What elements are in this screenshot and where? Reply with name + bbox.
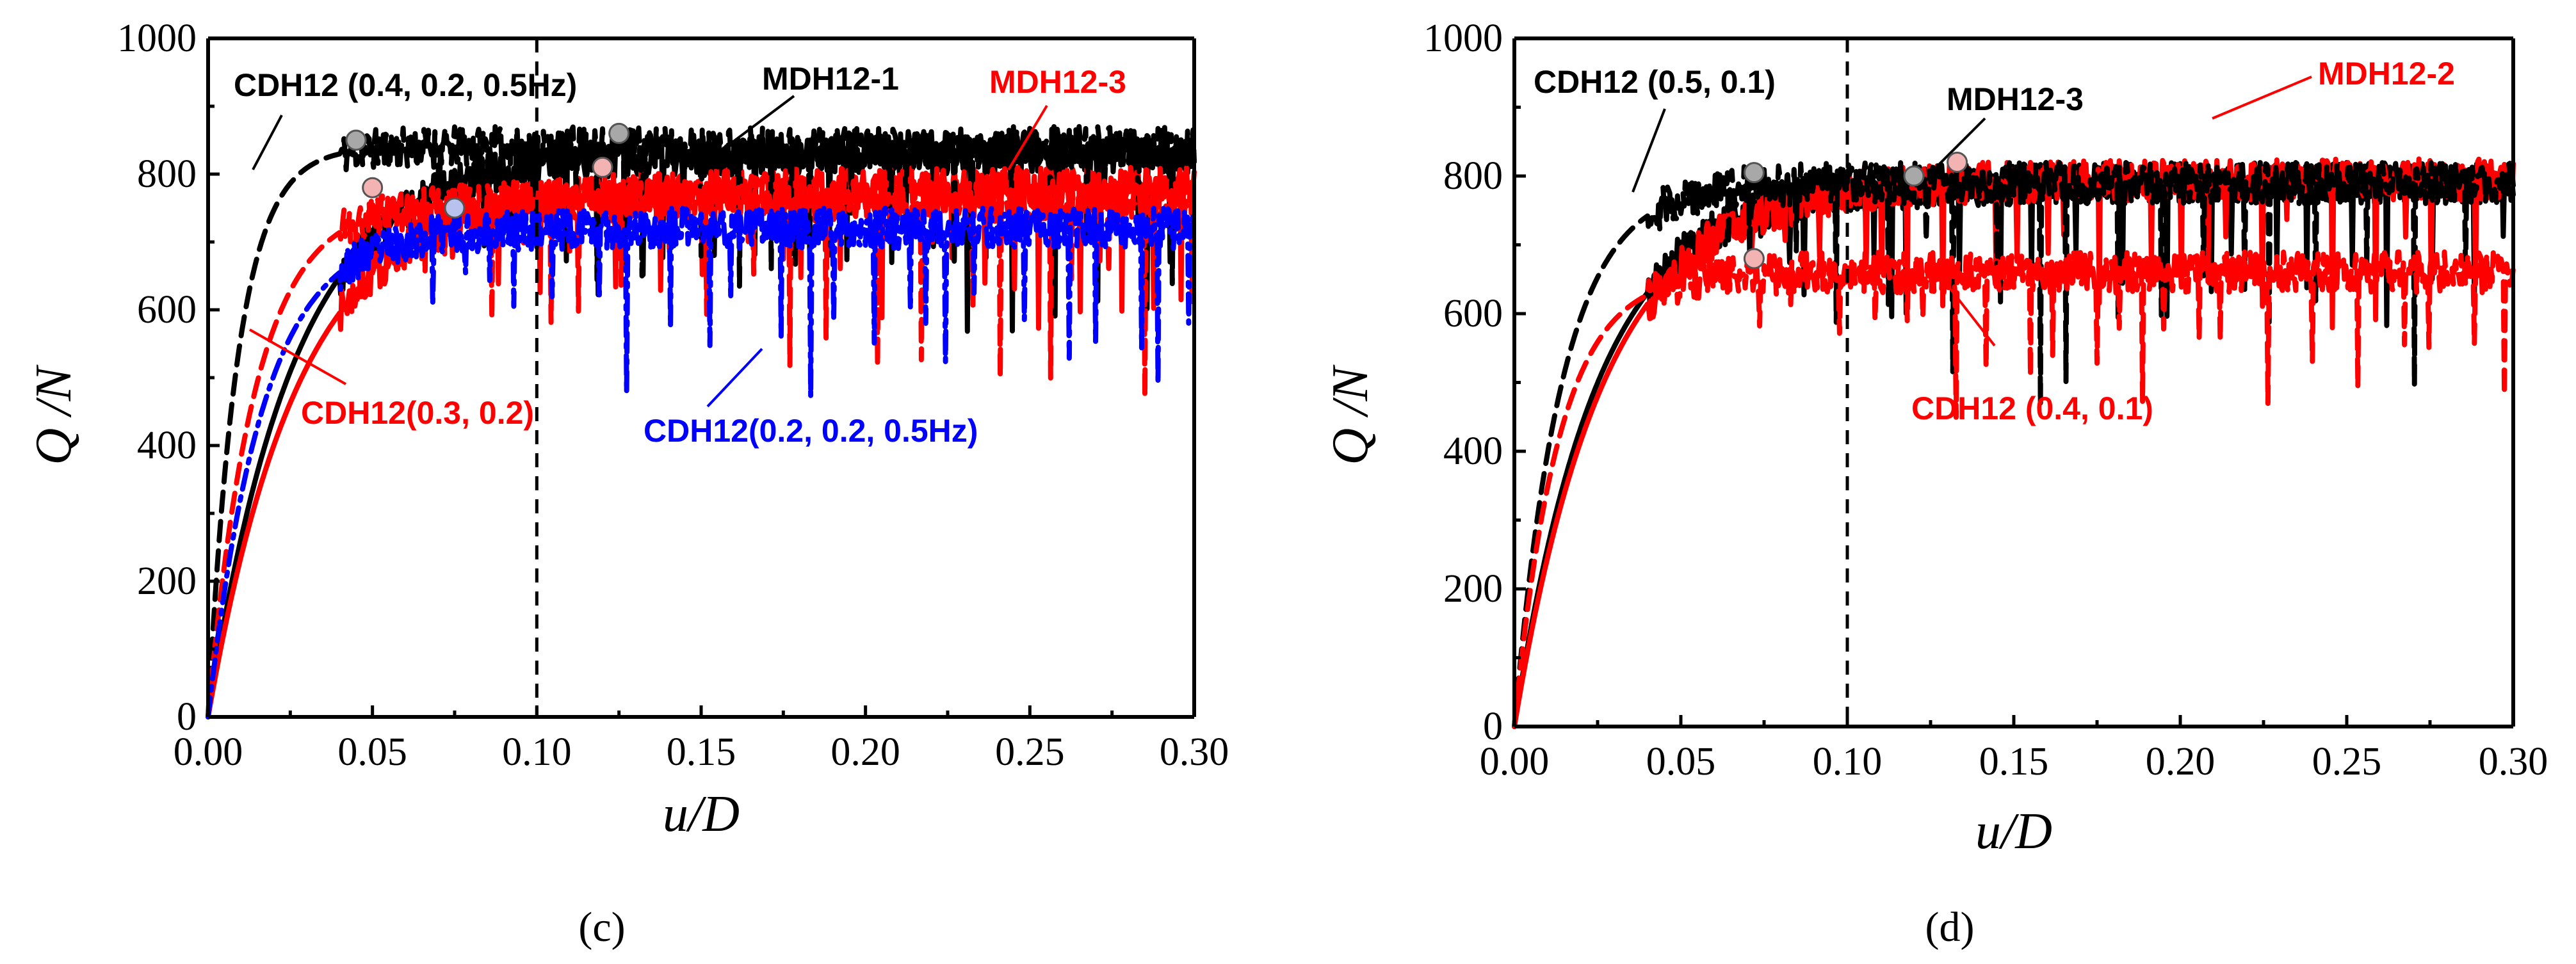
peak-marker-d-2 [1743,162,1765,184]
x-tick-label-c: 0.30 [1160,730,1229,774]
pointer-d-2 [2212,76,2312,120]
y-tick-label-c: 1000 [117,17,197,60]
pointer-c-4 [706,348,763,408]
series-group-c [206,124,1197,719]
chart-panel-d: 0.00 0.05 0.10 0.15 0.20 0.25 0.30 0 200 400 600 8… [1322,17,2548,951]
y-tick-label-c: 0 [177,695,197,739]
x-axis-title-c: u/D [663,786,740,842]
y-tick-label-d: 200 [1443,567,1503,611]
annotation-c-1: MDH12-1 [762,61,899,97]
x-tick-label-d: 0.20 [2146,740,2216,783]
pointer-c-0 [252,115,283,170]
chart-panel-c: 0.00 0.05 0.10 0.15 0.20 0.25 0.30 0 200 400 600 8… [26,17,1229,951]
annotation-c-4: CDH12(0.2, 0.2, 0.5Hz) [644,413,978,449]
pointer-c-1 [729,95,795,145]
y-tick-label-c: 800 [137,152,197,196]
peak-marker-c-1 [362,177,384,198]
x-tick-label-d: 0.10 [1813,740,1883,783]
x-tick-label-c: 0.10 [502,730,572,774]
y-tick-label-c: 400 [137,424,197,467]
y-tick-label-d: 800 [1443,154,1503,198]
annotation-c-2: MDH12-3 [989,64,1126,100]
y-tick-label-d: 600 [1443,292,1503,335]
y-axis-title-c: Q /N [26,364,82,465]
annotation-c-0: CDH12 (0.4, 0.2, 0.5Hz) [234,67,577,103]
y-ticks-d: 0 200 400 600 800 1000 [1423,17,1526,748]
peak-markers-d [1743,152,1968,269]
series-line-d-0 [1512,159,2516,729]
y-axis-title-d: Q /N [1322,364,1379,465]
series-line-d-3 [1512,249,2516,729]
annotation-d-2: MDH12-2 [2318,56,2455,92]
y-tick-label-d: 1000 [1423,17,1503,60]
y-ticks-c: 0 200 400 600 800 1000 [117,17,220,739]
peak-marker-c-4 [444,197,466,219]
pointer-c-3 [249,328,346,385]
peak-marker-d-1 [1947,152,1968,173]
series-line-d-1 [1512,156,2516,729]
pointer-d-3 [1948,287,1996,347]
series-line-c-4 [206,205,1197,719]
y-tick-label-c: 200 [137,559,197,603]
x-tick-label-c: 0.25 [995,730,1065,774]
peak-marker-c-3 [592,156,613,178]
annotation-d-3: CDH12 (0.4, 0.1) [1911,390,2153,426]
annotation-c-3: CDH12(0.3, 0.2) [301,395,534,431]
panel-label-d: (d) [1925,904,1975,951]
annotation-d-1: MDH12-3 [1947,81,2084,117]
peak-marker-d-3 [1743,248,1765,269]
peak-marker-d-0 [1903,165,1925,187]
x-ticks-d: 0.00 0.05 0.10 0.15 0.20 0.25 0.30 [1480,715,2548,783]
pointer-d-0 [1632,108,1666,193]
x-tick-label-c: 0.20 [830,730,900,774]
x-tick-label-d: 0.05 [1646,740,1716,783]
x-tick-label-d: 0.30 [2479,740,2548,783]
annotation-d-0: CDH12 (0.5, 0.1) [1534,64,1776,100]
series-group-d [1512,156,2516,729]
x-tick-label-c: 0.15 [667,730,736,774]
x-ticks-c: 0.00 0.05 0.10 0.15 0.20 0.25 0.30 [174,705,1229,774]
panel-label-c: (c) [578,904,625,951]
x-tick-label-d: 0.25 [2312,740,2382,783]
y-axis-title-text-c: Q /N [26,364,82,465]
pointer-d-1 [1932,117,1986,171]
x-tick-label-d: 0.00 [1480,740,1550,783]
peak-marker-c-2 [345,129,367,151]
series-line-c-2 [206,124,1197,719]
pointer-c-2 [1007,104,1048,171]
y-tick-label-d: 400 [1443,430,1503,473]
x-tick-label-d: 0.15 [1979,740,2049,783]
y-axis-title-text-d: Q /N [1322,364,1379,465]
peak-marker-c-0 [608,122,630,144]
y-tick-label-c: 600 [137,288,197,332]
series-line-d-2 [1512,159,2516,729]
y-tick-label-d: 0 [1483,705,1503,748]
peak-markers-c [345,122,630,219]
x-axis-title-d: u/D [1975,803,2052,860]
x-tick-label-c: 0.05 [337,730,407,774]
x-tick-label-c: 0.00 [174,730,243,774]
